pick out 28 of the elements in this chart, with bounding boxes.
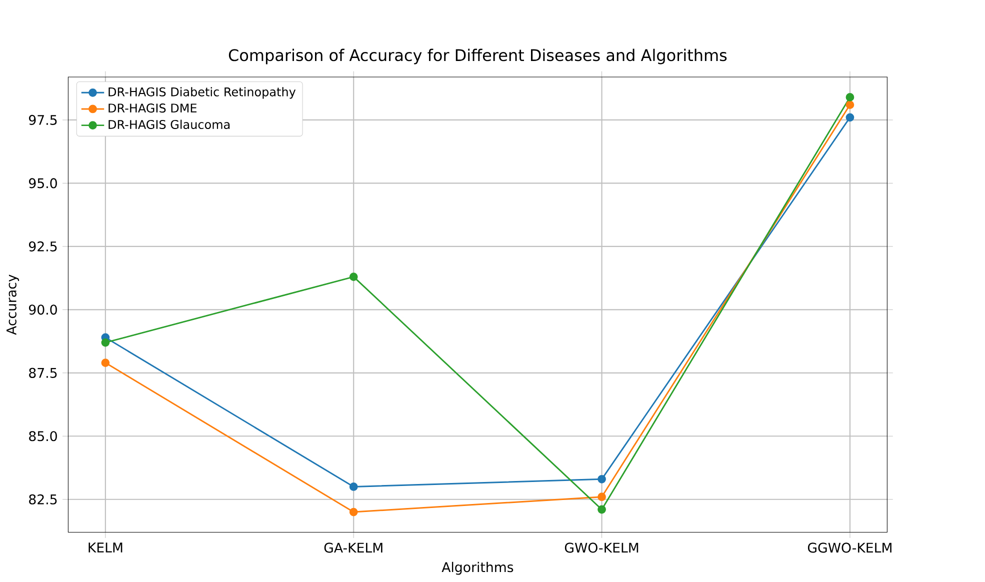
point [846,93,854,102]
x-tick-label: KELM [88,542,122,553]
point [101,338,110,347]
y-tick-label: 97.5 [29,115,57,126]
x-tick-label: GGWO-KELM [808,542,892,553]
x-axis-title: Algorithms [442,562,514,575]
x-tick-label: GA-KELM [324,542,382,553]
chart-title: Comparison of Accuracy for Different Diseases and Algorithms [228,49,727,64]
y-tick-label: 82.5 [29,494,57,505]
y-axis-title: Accuracy [6,274,20,336]
y-tick-label: 85.0 [29,431,57,442]
point [101,358,110,368]
x-tick-label: GWO-KELM [564,542,638,553]
y-tick-label: 87.5 [29,368,57,378]
legend-label: DR-HAGIS DME [108,104,197,113]
point [598,492,606,502]
legend-label: DR-HAGIS Diabetic Retinopathy [108,87,296,99]
point [846,100,854,110]
point [598,506,606,514]
point [349,482,358,492]
y-tick-label: 90.0 [29,304,57,315]
point [598,475,606,484]
legend-label: DR-HAGIS Glaucoma [108,120,230,130]
point [349,272,358,282]
point [846,113,854,122]
y-tick-label: 92.5 [29,242,57,252]
point [349,508,358,516]
y-tick-label: 95.0 [29,178,57,188]
